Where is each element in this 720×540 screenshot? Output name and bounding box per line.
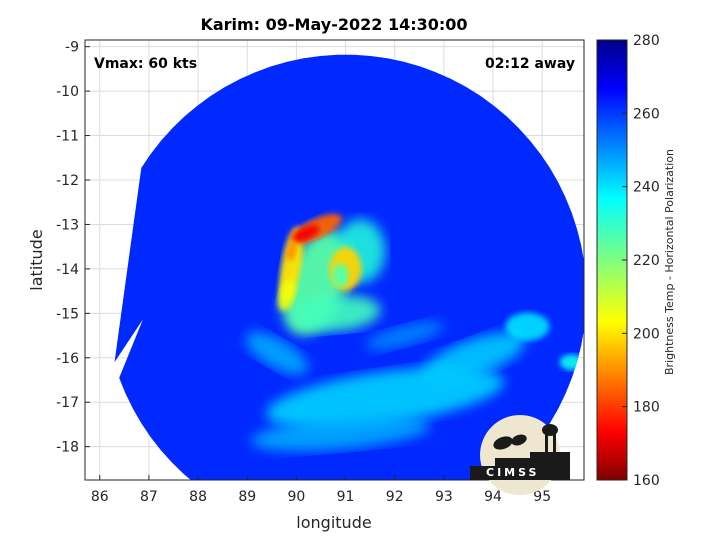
plot-frame: [84, 39, 585, 481]
x-tick-label: 90: [287, 489, 305, 505]
brightness-temp-swath: [114, 54, 584, 480]
eyewall-west: [286, 241, 297, 261]
y-tick-label: -16: [56, 351, 79, 367]
y-tick-label: -15: [56, 306, 79, 322]
y-tick-label: -14: [56, 262, 79, 278]
western-band-lower: [277, 279, 296, 312]
x-tick-label: 93: [435, 489, 453, 505]
y-tick-label: -13: [56, 217, 79, 233]
inner-rainband: [290, 294, 381, 332]
colorbar-tick-label: 200: [633, 326, 660, 342]
y-tick-label: -18: [56, 440, 79, 456]
x-tick-label: 94: [484, 489, 502, 505]
x-tick-label: 89: [238, 489, 256, 505]
vmax-annotation: Vmax: 60 kts: [94, 56, 197, 72]
x-axis-label: longitude: [296, 513, 371, 532]
inner-rainband-east: [365, 321, 444, 350]
colorbar-tick-label: 160: [633, 473, 660, 489]
x-tick-label: 87: [140, 489, 158, 505]
x-tick-label: 91: [337, 489, 355, 505]
x-tick-label: 92: [386, 489, 404, 505]
y-tick-label: -12: [56, 173, 79, 189]
y-tick-label: -9: [65, 40, 79, 56]
eastern-rainband-cell: [505, 312, 550, 341]
eastern-rainband: [421, 332, 526, 384]
chart-title: Karim: 09-May-2022 14:30:00: [200, 15, 467, 34]
x-tick-label: 86: [91, 489, 109, 505]
colorbar-tick-label: 220: [633, 253, 660, 269]
colorbar-ticks: 160 180 200 220 240 260 280: [622, 33, 660, 489]
colorbar-tick-label: 280: [633, 33, 660, 49]
cimss-logo: CIMSS: [470, 415, 570, 495]
away-annotation: 02:12 away: [485, 56, 575, 72]
colorbar-tick-label: 180: [633, 400, 660, 416]
y-axis-label: latitude: [27, 229, 46, 290]
x-tick-label: 88: [189, 489, 207, 505]
western-rainband: [245, 332, 308, 375]
eye: [332, 263, 349, 288]
y-tick-label: -10: [56, 84, 79, 100]
axis-ticks: 86 87 88 89 90 91 92 93 94 95 -9 -10 -11 -12 -13 -14 -15…: [56, 40, 551, 505]
colorbar-tick-label: 240: [633, 180, 660, 196]
logo-text: CIMSS: [486, 466, 539, 479]
y-tick-label: -11: [56, 129, 79, 145]
colorbar-label: Brightness Temp - Horizontal Polarizatio…: [663, 149, 676, 375]
southern-rainband-lower: [250, 415, 431, 452]
y-tick-label: -17: [56, 395, 79, 411]
eyewall-cold-core: [293, 225, 320, 242]
colorbar-tick-label: 260: [633, 106, 660, 122]
x-tick-label: 95: [533, 489, 551, 505]
